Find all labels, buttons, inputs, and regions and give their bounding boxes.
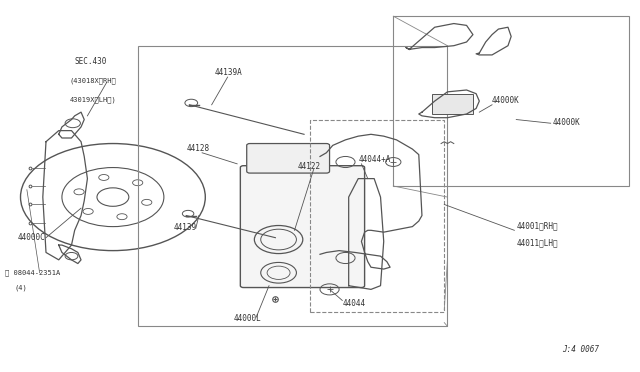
Bar: [394, 16, 629, 186]
Text: 44044+A: 44044+A: [358, 155, 390, 164]
Text: (43018X〈RH〉: (43018X〈RH〉: [70, 78, 116, 84]
Text: 44000C: 44000C: [17, 232, 45, 241]
Text: J:4 0067: J:4 0067: [562, 345, 599, 354]
Text: 44139A: 44139A: [215, 68, 243, 77]
Text: 44139: 44139: [173, 223, 196, 232]
Bar: [310, 119, 444, 311]
Text: 44122: 44122: [298, 163, 321, 171]
Text: 44000L: 44000L: [234, 314, 262, 323]
Text: ③ 08044-2351A: ③ 08044-2351A: [4, 270, 60, 276]
Text: 43019X〈LH〉): 43019X〈LH〉): [70, 96, 116, 103]
Text: 44044: 44044: [342, 299, 365, 308]
Text: 44011〈LH〉: 44011〈LH〉: [516, 238, 558, 247]
FancyBboxPatch shape: [241, 166, 365, 288]
Text: 44000K: 44000K: [492, 96, 520, 105]
FancyBboxPatch shape: [246, 144, 330, 173]
Text: (4): (4): [14, 284, 27, 291]
Text: 44001〈RH〉: 44001〈RH〉: [516, 221, 558, 231]
Bar: [431, 94, 473, 114]
Text: SEC.430: SEC.430: [75, 57, 107, 66]
Bar: [138, 46, 447, 326]
Text: 44128: 44128: [186, 144, 209, 153]
Text: 44000K: 44000K: [552, 118, 580, 127]
